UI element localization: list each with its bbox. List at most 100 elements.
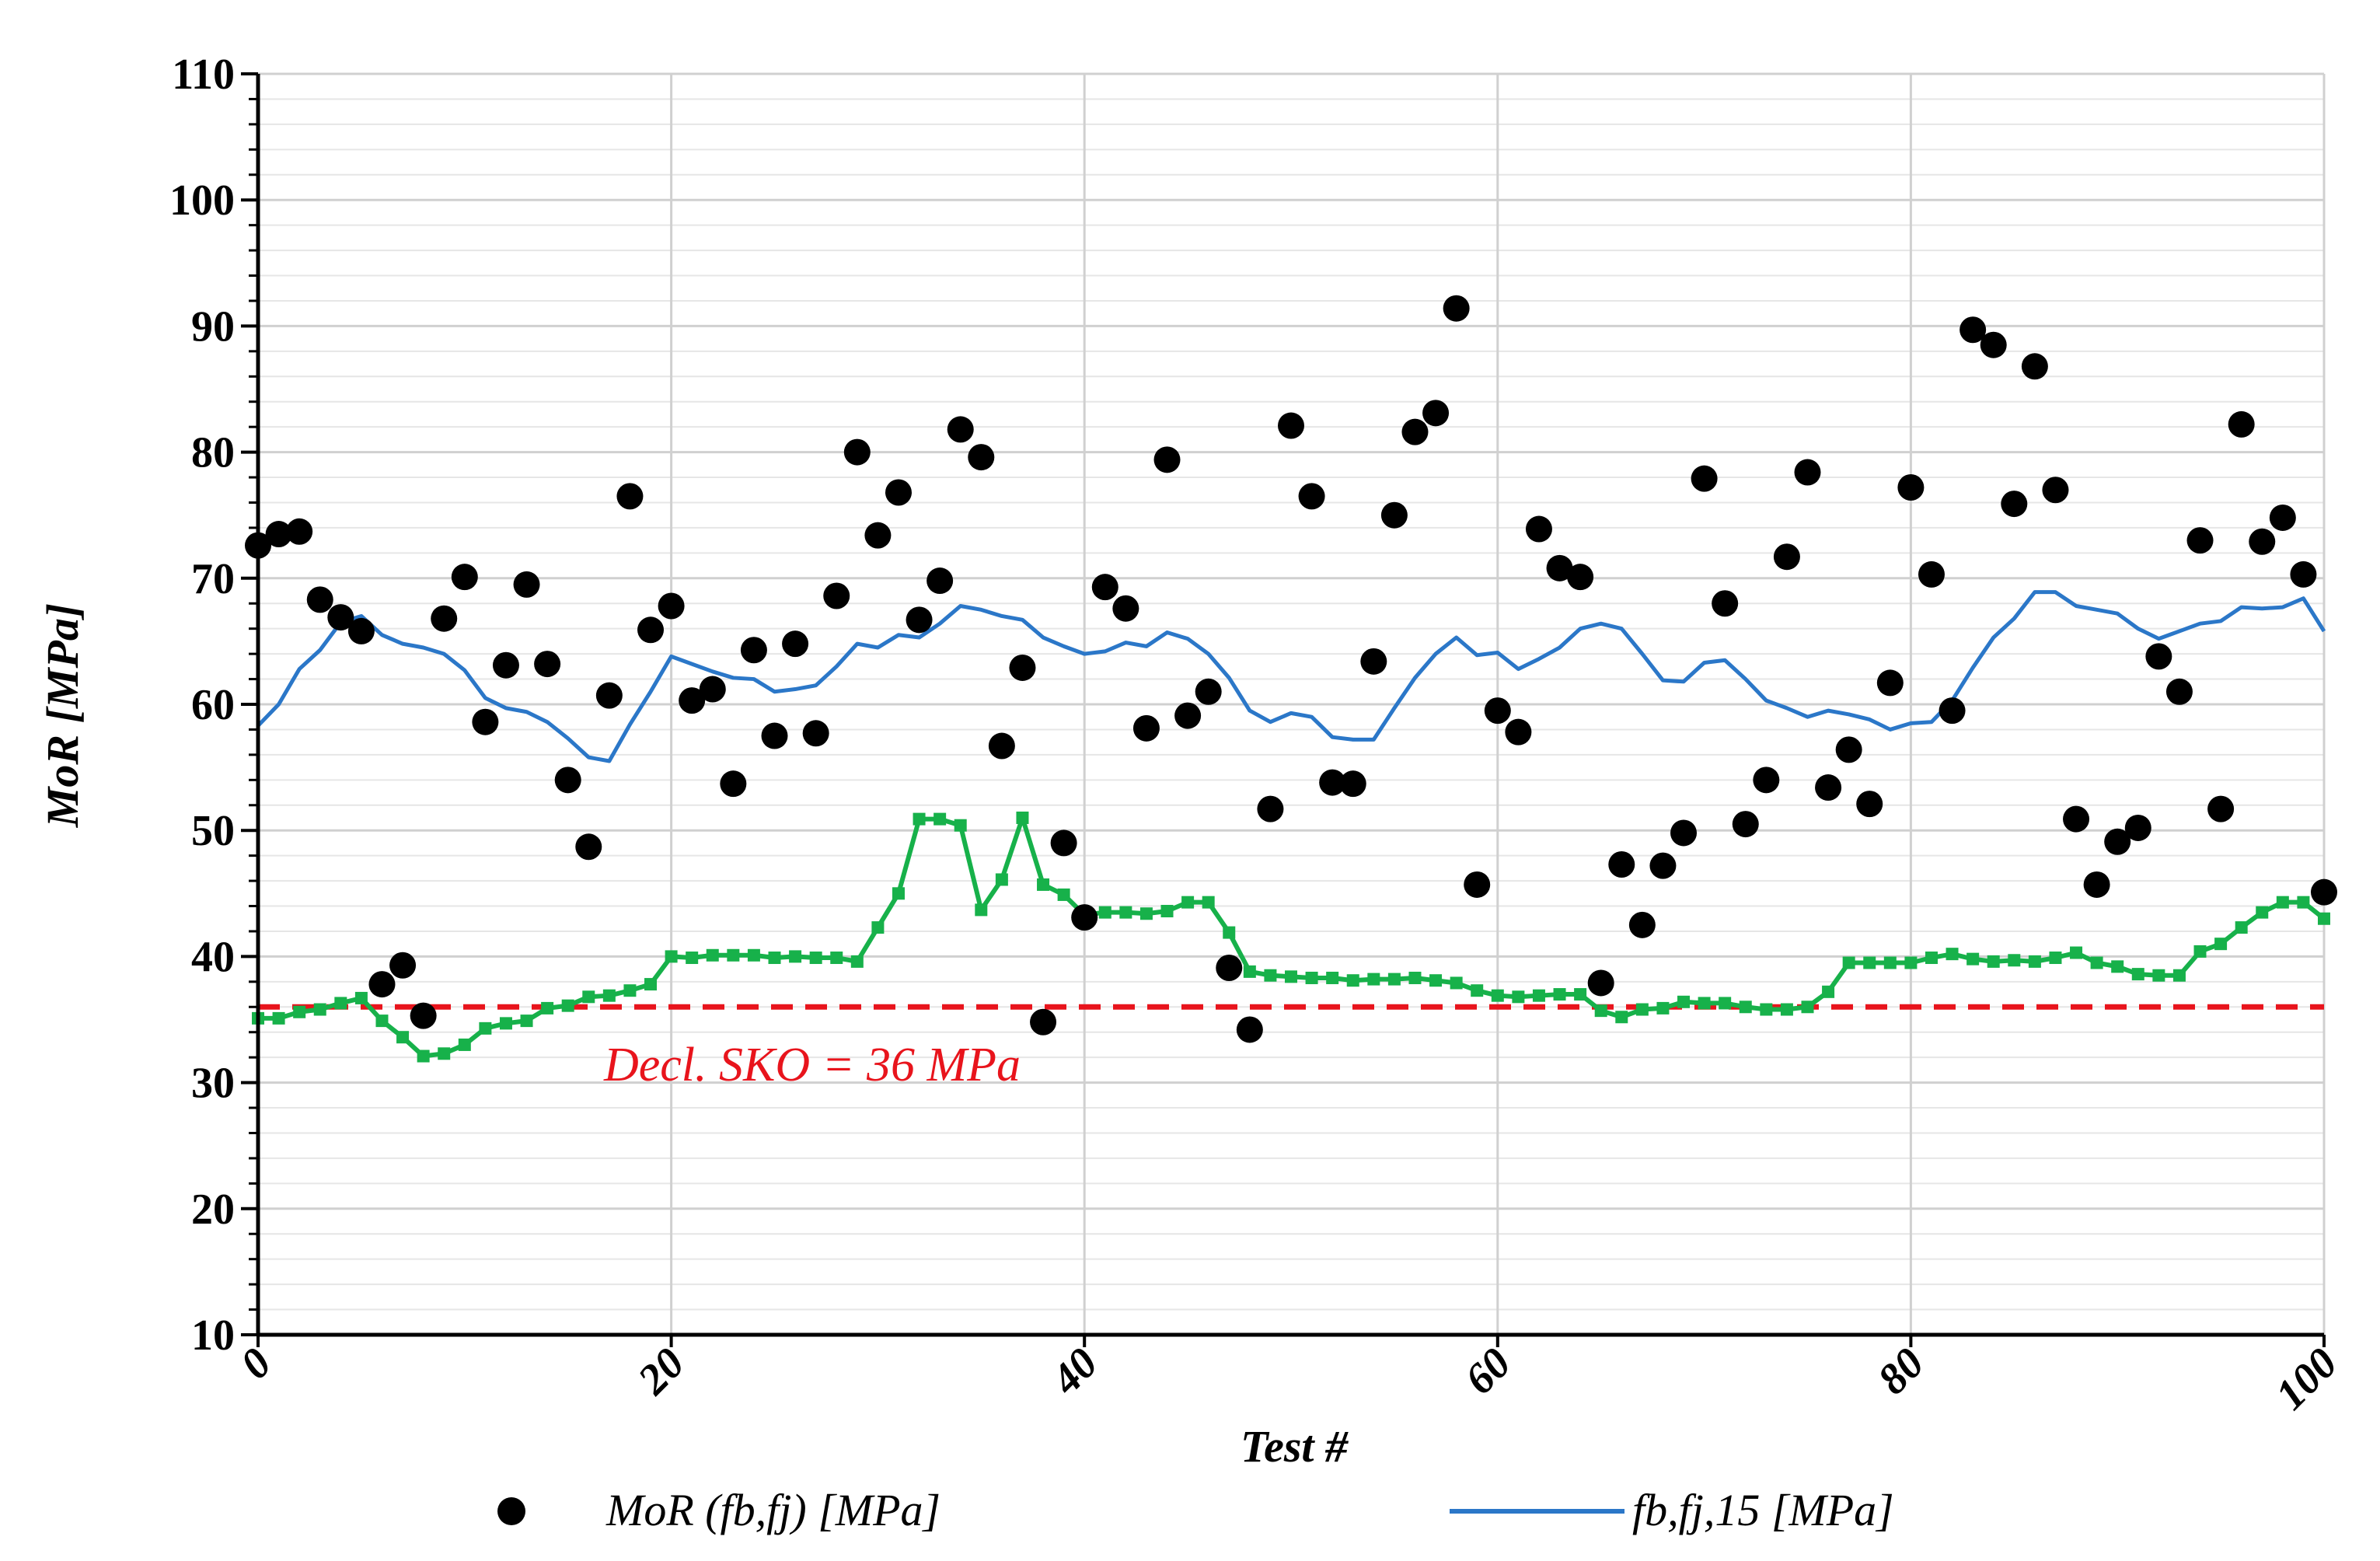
mor-point [1216,954,1243,981]
mor-point [286,518,313,545]
green-series-marker [2276,896,2289,909]
green-series-marker [1925,952,1938,965]
mor-point [1360,648,1387,675]
mor-point [2207,795,2235,822]
gridlines [258,72,2326,1335]
green-series-marker [1326,971,1339,984]
green-series-marker [1842,956,1855,969]
mor-point [1959,316,1987,344]
green-series-marker [417,1049,430,1063]
green-series-marker [1719,997,1732,1010]
green-series-marker [1739,1001,1752,1014]
green-series-marker [1594,1004,1607,1018]
mor-point [1670,819,1698,847]
mor-point [2104,828,2131,855]
green-series-marker [1677,995,1691,1008]
fb-fj-15-line [256,590,2326,763]
green-series-marker [995,873,1008,886]
green-series-marker [1346,974,1359,987]
green-series-marker [623,984,637,997]
y-tick-label: 20 [191,1186,235,1234]
green-series-marker [1987,955,2000,968]
mor-point [720,770,747,798]
mor-point [1794,459,1821,486]
green-series-marker [1615,1011,1628,1024]
axes: 10 20 30 40 50 60 70 80 90 100 110 0 20 40 60 80 100 [169,51,2347,1420]
y-tick-label: 80 [191,429,235,477]
mor-point [1939,697,1966,725]
green-series-marker [1429,974,1443,987]
mor-point [2290,560,2317,588]
green-series-marker [830,952,843,965]
green-series-marker [520,1014,533,1028]
green-series-marker [892,887,905,900]
green-series-marker [871,921,885,934]
green-series-marker [768,952,781,965]
green-series-marker [1202,896,1215,909]
green-series-marker [1656,1001,1670,1014]
mor-point [2145,643,2172,670]
green-series-marker [1305,971,1318,984]
mor-point [1628,911,1656,938]
green-series-marker [1760,1003,1773,1016]
green-series-marker [1243,965,1256,978]
x-tick-label: 0 [232,1339,281,1388]
green-series-marker [2131,968,2144,981]
y-tick-label: 100 [169,176,235,225]
mor-point [1980,331,2007,358]
mor-point [802,720,829,747]
mor-point [968,444,995,471]
green-series-marker [2297,896,2310,909]
green-series-marker [1471,984,1484,997]
mor-point [1484,697,1511,725]
green-series-line [258,815,2326,1059]
mor-point [2269,504,2296,531]
mor-point [761,722,788,749]
green-series-marker [1367,973,1380,986]
mor-point [2186,527,2214,554]
mor-point [1401,418,1429,445]
x-axis-title: Test # [1241,1421,1349,1472]
y-tick-label: 30 [191,1060,235,1108]
green-series-marker [375,1014,389,1028]
mor-point [347,617,375,644]
green-series-marker [2256,906,2269,919]
green-series-marker [1532,989,1545,1002]
green-series-marker [1966,952,1980,966]
green-series-marker [1037,878,1050,891]
mor-point [906,606,933,634]
green-series-marker [396,1031,410,1044]
green-series-marker [1285,970,1297,983]
x-tick-label: 20 [629,1339,694,1404]
green-series-marker [850,955,864,968]
green-series-marker [2049,952,2062,965]
mor-point [389,952,417,979]
green-series-marker [458,1038,471,1051]
mor-point [327,604,354,631]
mor-point [1546,554,1573,581]
green-series-marker [1181,896,1195,909]
green-series-marker [2193,945,2207,958]
green-series-marker [2111,960,2124,973]
mor-point [1856,791,1883,818]
mor-point [1153,446,1181,473]
mor-point [1876,669,1904,697]
green-series-marker [2235,921,2248,934]
green-series-marker [1491,989,1504,1002]
mor-point [431,605,458,632]
mor-point [1732,811,1759,838]
green-series-marker [1016,811,1029,824]
green-series-marker [913,812,926,826]
green-series-marker [789,950,802,963]
mor-point [472,708,499,735]
green-series-marker [1946,948,1959,961]
mor-point [368,971,396,998]
mor-point [1753,767,1780,794]
green-series-marker [1780,1003,1793,1016]
green-series-marker [438,1047,451,1060]
green-series-marker [1223,926,1236,939]
mor-point [1712,590,1739,617]
mor-point [1278,412,1304,439]
x-tick-label: 100 [2267,1339,2347,1419]
